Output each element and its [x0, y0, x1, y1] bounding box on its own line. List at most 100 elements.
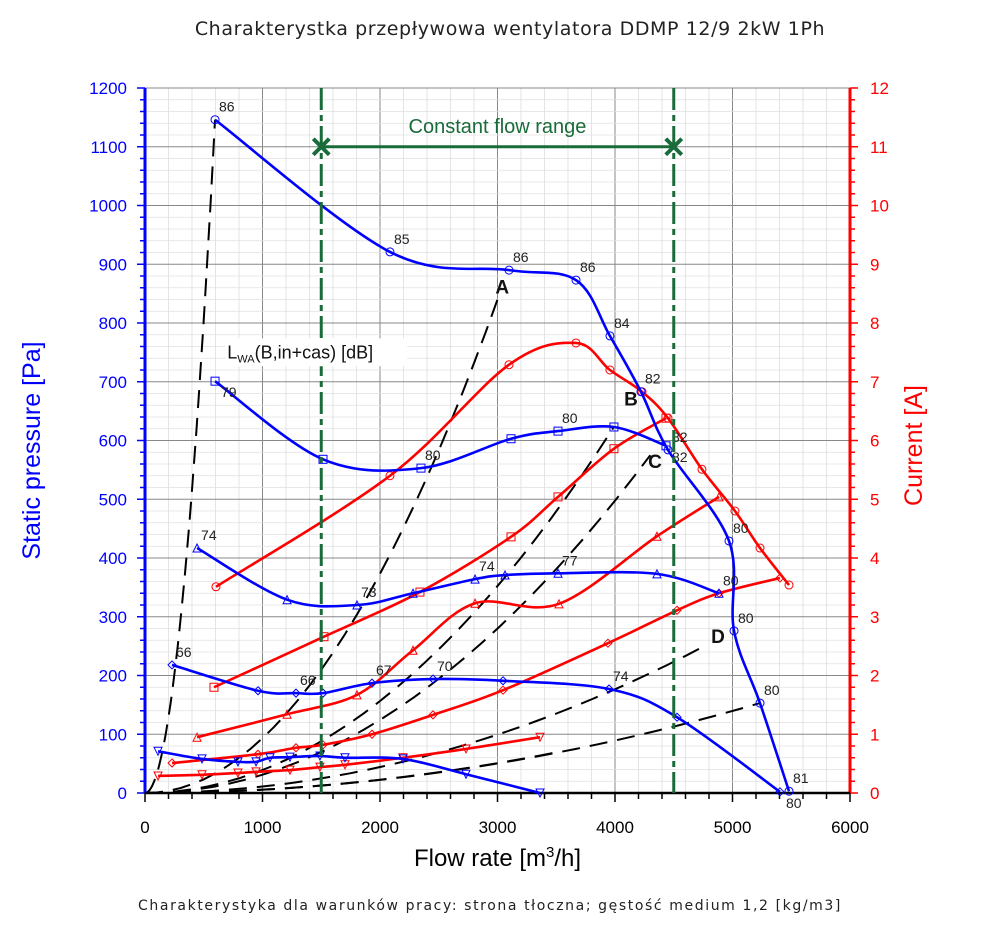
- circle-marker: [697, 464, 707, 474]
- circle-marker: [605, 331, 615, 341]
- y-tick-label: 600: [99, 432, 127, 451]
- triangle-down-marker: [285, 752, 295, 763]
- system-curve-label-B: B: [624, 389, 638, 410]
- current-curve: [215, 341, 791, 588]
- triangle-down-marker: [251, 757, 261, 767]
- grid: [144, 87, 851, 794]
- sound-level-label: 80: [562, 410, 578, 426]
- triangle-down-marker: [233, 768, 243, 779]
- diamond-marker: [775, 573, 785, 583]
- sound-level-label: 67: [376, 662, 392, 678]
- system-curve: [144, 426, 615, 794]
- current-curve: [171, 576, 781, 765]
- diamond-marker: [498, 685, 508, 695]
- triangle-up-marker: [192, 542, 202, 553]
- circle-marker: [724, 536, 734, 546]
- pressure-series-diamond: 66 66 67 70 74 80: [167, 644, 802, 811]
- y-tick-label: 500: [99, 490, 127, 509]
- circle-marker: [571, 275, 581, 285]
- y-tick-label: 700: [99, 373, 127, 392]
- sound-level-label: 86: [580, 259, 596, 275]
- pressure-series-circle: 86 85 86 86 84 82 82 80 80 80 81: [210, 99, 809, 796]
- y-tick-label: 1100: [90, 138, 127, 157]
- y2-tick-label: 6: [870, 432, 879, 451]
- triangle-up-marker: [408, 588, 418, 598]
- y2-tick-label: 5: [870, 490, 879, 509]
- sound-level-label: 80: [764, 682, 780, 698]
- sound-level-label: 79: [221, 384, 237, 400]
- triangle-down-marker: [265, 753, 275, 763]
- current-series-triangle-up: [192, 491, 724, 742]
- sound-level-label: 84: [614, 315, 630, 331]
- triangle-down-marker: [197, 754, 207, 765]
- square-marker: [209, 682, 219, 692]
- pressure-series-triangle-up: 74 73 74 77 80: [192, 527, 739, 610]
- triangle-down-marker: [461, 744, 471, 755]
- square-marker: [661, 441, 671, 451]
- y2-tick-label: 3: [870, 608, 879, 627]
- system-curve-label-D: D: [711, 627, 725, 648]
- diamond-marker: [672, 605, 682, 615]
- sound-level-label: 77: [562, 552, 578, 568]
- pressure-curve: [157, 750, 541, 795]
- x-tick-label: 4000: [596, 818, 634, 837]
- circle-marker: [571, 338, 581, 348]
- chart-footer: Charakterystyka dla warunków pracy: stro…: [138, 898, 842, 914]
- sound-level-label: 74: [613, 668, 629, 684]
- x-tick-label: 5000: [714, 818, 752, 837]
- diamond-marker: [604, 684, 614, 694]
- current-curve: [158, 735, 541, 778]
- current-series-circle: [211, 338, 794, 592]
- pressure-series-square: 79 80 80 82: [210, 376, 688, 473]
- diamond-marker: [253, 686, 263, 696]
- y2-tick-label: 0: [870, 784, 879, 803]
- y-tick-label: 100: [99, 725, 127, 744]
- sound-level-label: 80: [733, 520, 749, 536]
- y-tick-label: 0: [118, 784, 127, 803]
- x-tick-label: 1000: [244, 818, 282, 837]
- triangle-up-marker: [652, 531, 662, 541]
- sound-level-label: 82: [645, 371, 661, 387]
- y-tick-label: 1200: [89, 79, 127, 98]
- diamond-marker: [498, 676, 508, 686]
- square-marker: [609, 422, 619, 432]
- system-curve: [144, 119, 216, 794]
- diamond-marker: [167, 660, 177, 670]
- sound-level-label: 86: [219, 99, 235, 115]
- pressure-curve: [214, 118, 791, 792]
- diamond-marker: [291, 688, 301, 698]
- pressure-series-triangle-down: [153, 746, 545, 799]
- diamond-marker: [775, 787, 785, 797]
- diamond-marker: [428, 674, 438, 684]
- square-marker: [553, 492, 563, 502]
- sound-level-label: 80: [738, 610, 754, 626]
- system-curve: [144, 299, 499, 794]
- diamond-marker: [428, 710, 438, 720]
- circle-marker: [730, 506, 740, 516]
- triangle-up-marker: [408, 645, 418, 655]
- pressure-curve: [196, 546, 720, 608]
- triangle-up-marker: [714, 491, 724, 502]
- sound-level-legend-bg: [225, 338, 408, 367]
- circle-marker: [755, 698, 765, 708]
- system-curve-label-C: C: [648, 452, 662, 473]
- x-tick-label: 6000: [831, 818, 869, 837]
- square-marker: [553, 426, 563, 436]
- chart-title: Charakterystka przepływowa wentylatora D…: [194, 18, 826, 40]
- y2-tick-label: 2: [870, 667, 879, 686]
- sound-level-label: 66: [176, 644, 192, 660]
- sound-level-label: 80: [425, 447, 441, 463]
- diamond-marker: [367, 678, 377, 688]
- square-marker: [506, 434, 516, 444]
- triangle-up-marker: [470, 574, 480, 584]
- sound-level-label: 70: [437, 658, 453, 674]
- sound-level-legend: LWA(B,in+cas) [dB]: [225, 338, 408, 367]
- sound-level-label: 82: [672, 449, 688, 465]
- sound-level-label: 66: [300, 672, 316, 688]
- y2-tick-label: 12: [870, 79, 889, 98]
- system-curve-label-A: A: [495, 278, 509, 299]
- y2-tick-label: 8: [870, 314, 879, 333]
- sound-level-legend-text: LWA(B,in+cas) [dB]: [227, 342, 373, 365]
- constant-flow-range: Constant flow range: [311, 88, 684, 793]
